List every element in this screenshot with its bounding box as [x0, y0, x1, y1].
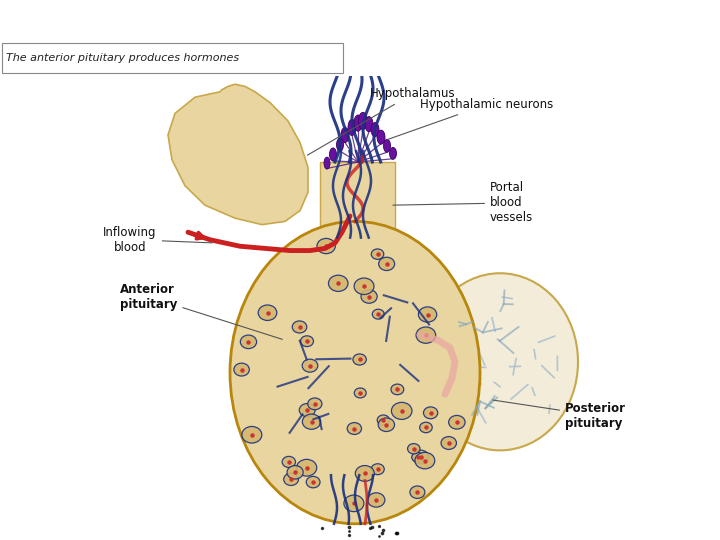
Ellipse shape: [377, 130, 385, 144]
Ellipse shape: [391, 384, 404, 395]
Ellipse shape: [324, 157, 330, 169]
Ellipse shape: [336, 138, 343, 151]
Ellipse shape: [378, 418, 395, 431]
Ellipse shape: [307, 398, 322, 410]
Text: Inflowing
blood: Inflowing blood: [103, 226, 212, 254]
Ellipse shape: [354, 115, 362, 131]
Text: Posterior
pituitary: Posterior pituitary: [492, 400, 626, 430]
Ellipse shape: [302, 414, 320, 429]
Ellipse shape: [422, 273, 578, 450]
Ellipse shape: [384, 139, 390, 152]
Text: Hypothalamic neurons: Hypothalamic neurons: [387, 98, 553, 139]
Ellipse shape: [379, 257, 395, 271]
Ellipse shape: [416, 327, 436, 343]
Ellipse shape: [372, 249, 384, 259]
Ellipse shape: [300, 403, 315, 417]
Ellipse shape: [408, 443, 420, 454]
Ellipse shape: [410, 486, 425, 498]
Ellipse shape: [356, 465, 374, 481]
Ellipse shape: [234, 363, 249, 376]
Ellipse shape: [415, 453, 435, 469]
Ellipse shape: [423, 407, 438, 419]
Ellipse shape: [242, 427, 262, 443]
Ellipse shape: [377, 415, 390, 425]
Ellipse shape: [230, 221, 480, 524]
Text: Portal
blood
vessels: Portal blood vessels: [393, 181, 534, 225]
Ellipse shape: [371, 123, 379, 137]
Ellipse shape: [413, 450, 429, 464]
Ellipse shape: [412, 453, 423, 462]
Ellipse shape: [368, 493, 385, 507]
Ellipse shape: [348, 119, 356, 136]
Ellipse shape: [359, 112, 367, 130]
Text: The anterior pituitary produces hormones: The anterior pituitary produces hormones: [6, 53, 239, 63]
Text: Endocrine System: Endocrine System: [6, 16, 161, 31]
Ellipse shape: [330, 148, 336, 161]
Ellipse shape: [353, 354, 366, 365]
Ellipse shape: [328, 275, 348, 292]
Ellipse shape: [282, 456, 295, 468]
Ellipse shape: [372, 309, 384, 319]
Ellipse shape: [300, 336, 313, 347]
Ellipse shape: [354, 388, 366, 398]
Text: - How do the nervous and endocrine systems interact?: - How do the nervous and endocrine syste…: [138, 16, 612, 31]
Ellipse shape: [347, 423, 361, 435]
Ellipse shape: [317, 239, 336, 254]
Ellipse shape: [306, 476, 320, 488]
Ellipse shape: [441, 436, 456, 449]
Ellipse shape: [392, 402, 412, 420]
Ellipse shape: [354, 278, 374, 294]
Ellipse shape: [302, 359, 318, 372]
Ellipse shape: [292, 321, 307, 333]
Ellipse shape: [361, 290, 377, 303]
Ellipse shape: [365, 117, 373, 132]
Ellipse shape: [240, 335, 256, 349]
Polygon shape: [320, 162, 395, 248]
Ellipse shape: [418, 307, 437, 322]
Text: Anterior
pituitary: Anterior pituitary: [120, 283, 282, 339]
Polygon shape: [168, 84, 308, 225]
Ellipse shape: [390, 147, 397, 159]
Ellipse shape: [258, 305, 276, 320]
Ellipse shape: [284, 473, 299, 485]
Text: Hypothalamus: Hypothalamus: [307, 87, 456, 155]
Ellipse shape: [449, 415, 465, 429]
Ellipse shape: [341, 127, 349, 143]
FancyBboxPatch shape: [1, 43, 343, 73]
Ellipse shape: [371, 464, 384, 475]
Ellipse shape: [344, 495, 364, 511]
Ellipse shape: [287, 465, 303, 479]
Ellipse shape: [420, 422, 432, 433]
Ellipse shape: [297, 460, 317, 476]
